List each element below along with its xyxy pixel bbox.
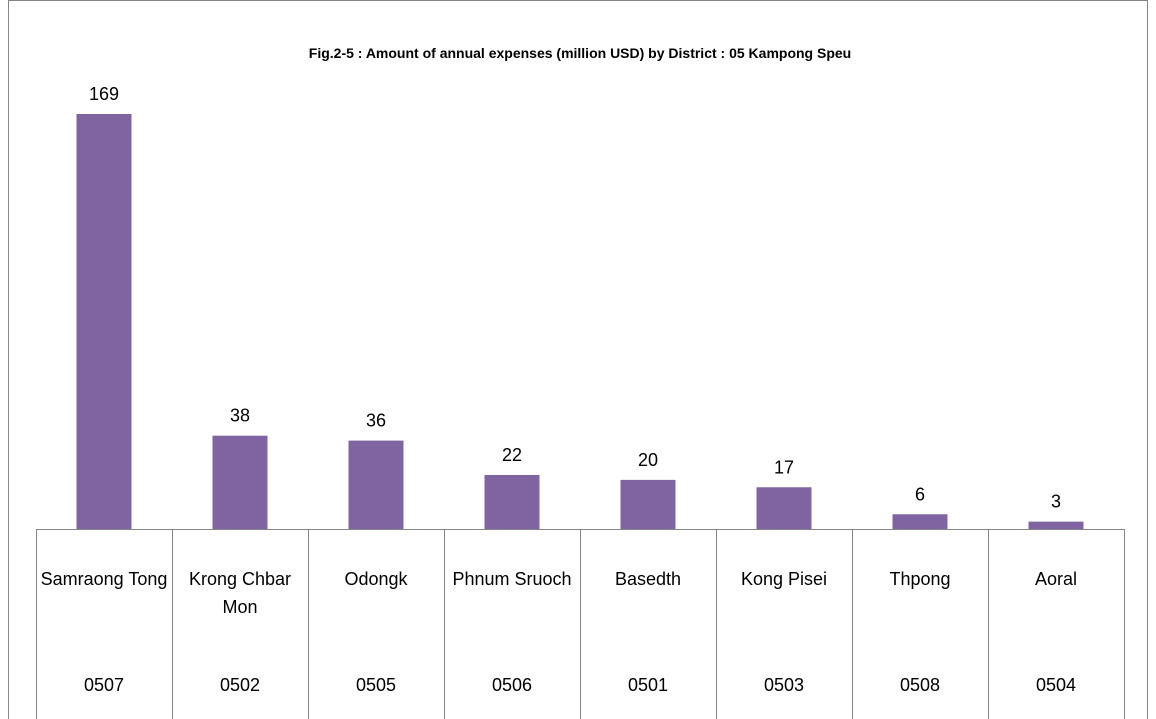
chart-title: Fig.2-5 : Amount of annual expenses (mil… (309, 45, 851, 61)
x-tick-label: Kong Pisei (740, 569, 828, 589)
x-tick-label: Phnum Sruoch (452, 569, 572, 589)
data-label: 36 (366, 411, 386, 431)
district-code: 0502 (219, 675, 261, 695)
bar (348, 440, 404, 529)
district-code: 0507 (83, 675, 125, 695)
bar (76, 114, 132, 529)
bar (484, 474, 540, 529)
district-code: 0501 (627, 675, 669, 695)
chart-border (8, 0, 1148, 719)
bar (620, 479, 676, 529)
data-label: 6 (915, 484, 925, 504)
bar (892, 514, 948, 529)
bar (756, 487, 812, 529)
district-code: 0506 (491, 675, 533, 695)
district-code: 0504 (1035, 675, 1077, 695)
x-tick-label: Odongk (344, 569, 408, 589)
data-label: 3 (1051, 492, 1061, 512)
district-code: 0508 (899, 675, 941, 695)
x-tick-label: Krong Chbar Mon (188, 569, 292, 617)
district-code: 0503 (763, 675, 805, 695)
x-tick-label: Aoral (1034, 569, 1078, 589)
x-tick-label: Thpong (889, 569, 951, 589)
data-label: 169 (89, 84, 119, 104)
data-label: 17 (774, 457, 794, 477)
data-label: 20 (638, 450, 658, 470)
x-tick-label: Samraong Tong (40, 569, 168, 589)
bar (212, 435, 268, 529)
x-tick-label: Basedth (614, 569, 682, 589)
bar (1028, 521, 1084, 529)
data-label: 38 (230, 406, 250, 426)
district-code: 0505 (355, 675, 397, 695)
data-label: 22 (502, 445, 522, 465)
